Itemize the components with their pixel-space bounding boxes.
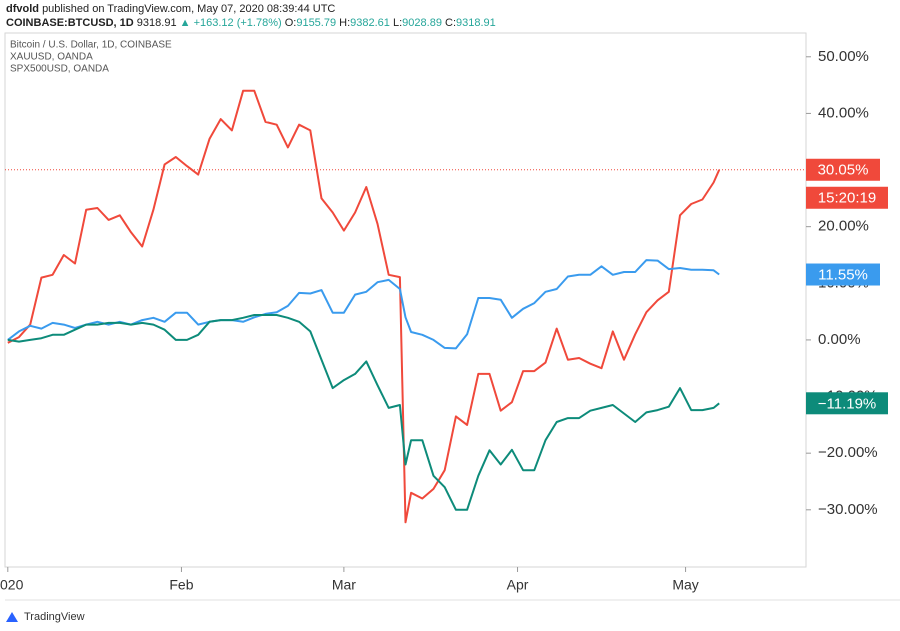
y-tick-label: 0.00%: [818, 331, 861, 348]
last-value-badge: [806, 158, 880, 181]
legend-entry: Bitcoin / U.S. Dollar, 1D, COINBASE: [10, 40, 172, 51]
ohlc-value: 9155.79: [296, 17, 336, 29]
ohlc-label: C:: [445, 17, 456, 29]
last-value-label: 30.05%: [818, 162, 869, 179]
countdown-badge: [806, 186, 888, 209]
x-tick-label: 2020: [0, 577, 24, 593]
legend-entry: XAUUSD, OANDA: [10, 52, 93, 63]
y-tick-label: 40.00%: [818, 104, 869, 121]
x-tick-label: May: [672, 577, 698, 593]
ohlc-label: O:: [285, 17, 297, 29]
last-value-label: −11.19%: [818, 395, 877, 412]
series-line: [7, 314, 720, 511]
last-value-label: 11.55%: [818, 266, 868, 283]
x-tick-label: Apr: [507, 577, 529, 593]
ohlc-value: 9318.91: [456, 17, 496, 29]
header-line1: dfvold published on TradingView.com, May…: [6, 3, 335, 15]
plot-frame: [4, 32, 807, 568]
ohlc-label: H:: [339, 17, 350, 29]
series-line: [7, 89, 721, 524]
x-tick-label: Feb: [169, 577, 193, 593]
legend-entry: SPX500USD, OANDA: [10, 64, 109, 75]
footer: TradingView: [24, 611, 85, 623]
last-value-badge: [806, 263, 880, 286]
symbol: COINBASE:BTCUSD, 1D: [6, 17, 134, 29]
ohlc-label: L:: [393, 17, 402, 29]
price: 9318.91: [137, 17, 177, 29]
ohlc-value: 9028.89: [402, 17, 442, 29]
last-value-badge: [806, 392, 888, 415]
y-tick-label: 50.00%: [818, 48, 869, 65]
tv-logo: [6, 612, 18, 622]
header-line2: COINBASE:BTCUSD, 1D 9318.91 ▲ +163.12 (+…: [6, 17, 496, 29]
countdown: 15:20:19: [818, 190, 876, 207]
x-tick-label: Mar: [332, 577, 356, 593]
y-tick-label: −20.00%: [818, 444, 878, 461]
y-tick-label: 20.00%: [818, 218, 869, 235]
change: ▲ +163.12 (+1.78%): [180, 17, 282, 29]
ohlc-value: 9382.61: [350, 17, 390, 29]
y-tick-label: −30.00%: [818, 501, 878, 518]
published: published on TradingView.com, May 07, 20…: [42, 3, 335, 15]
author: dfvold: [6, 3, 39, 15]
